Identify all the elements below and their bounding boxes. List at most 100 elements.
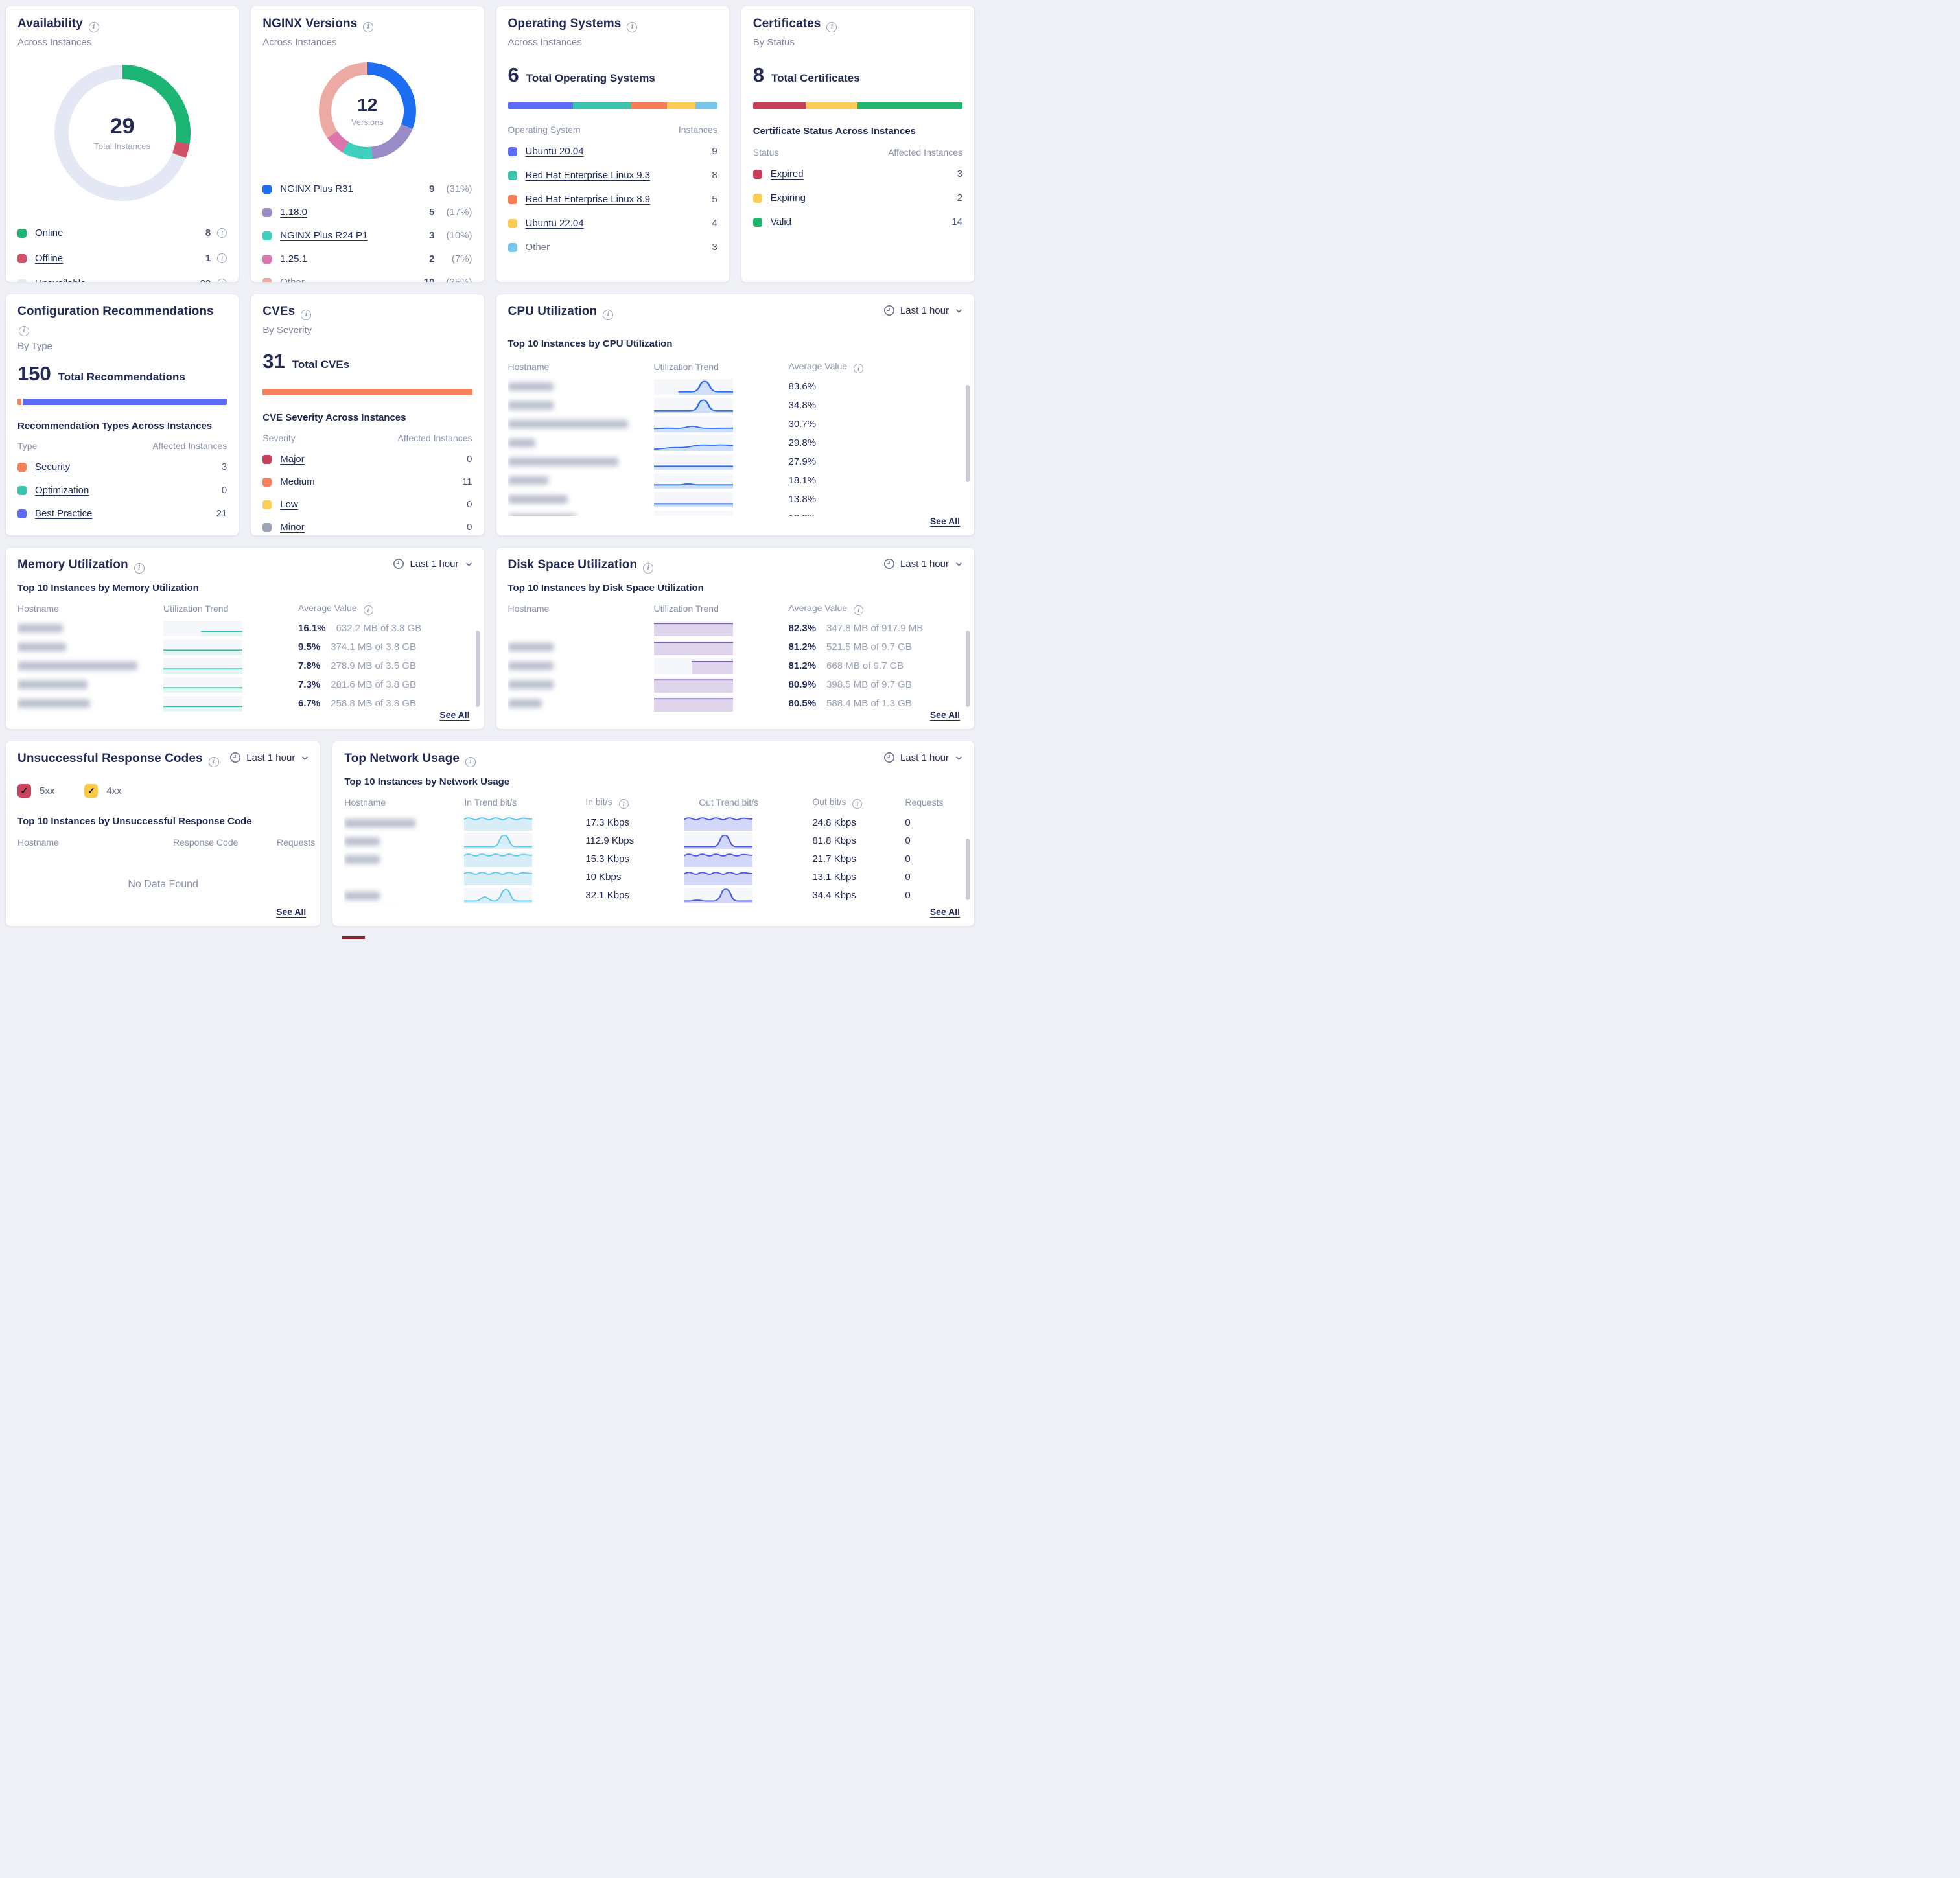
info-icon[interactable]: i <box>618 799 629 809</box>
info-icon[interactable]: i <box>217 253 228 263</box>
trend-sparkline <box>464 888 533 903</box>
legend-label-link[interactable]: Optimization <box>35 485 89 496</box>
value-detail: 588.4 MB of 1.3 GB <box>826 697 912 709</box>
hostname-redacted <box>508 476 648 485</box>
info-icon[interactable]: i <box>854 364 864 373</box>
legend-label-link[interactable]: Red Hat Enterprise Linux 8.9 <box>525 194 651 205</box>
legend-value: 8 <box>712 170 718 181</box>
time-range-dropdown[interactable]: Last 1 hour <box>393 558 472 570</box>
trend-sparkline <box>464 870 533 885</box>
legend-label-link[interactable]: 1.18.0 <box>280 207 307 218</box>
scrollbar-thumb[interactable] <box>475 631 480 707</box>
time-range-dropdown[interactable]: Last 1 hour <box>883 558 962 570</box>
legend-label-link[interactable]: Minor <box>280 522 305 533</box>
value-detail: 632.2 MB of 3.8 GB <box>336 622 422 634</box>
chevron-down-icon <box>302 756 309 760</box>
legend-label-link[interactable]: NGINX Plus R24 P1 <box>280 230 368 241</box>
legend-percent: (10%) <box>446 230 472 241</box>
info-icon[interactable]: i <box>363 605 373 615</box>
see-all-link[interactable]: See All <box>439 710 470 720</box>
info-icon[interactable]: i <box>217 228 228 238</box>
dashboard-grid: Availability i Across Instances 29 Total … <box>0 0 980 933</box>
scrollbar-thumb[interactable] <box>966 385 970 482</box>
legend-label-link[interactable]: Ubuntu 20.04 <box>525 146 584 157</box>
legend-label-link[interactable]: Medium <box>280 476 315 487</box>
scrollbar-thumb[interactable] <box>966 839 970 900</box>
legend-label-link[interactable]: Security <box>35 461 71 472</box>
legend-row: Best Practice 21 <box>18 506 227 522</box>
legend-swatch <box>752 169 762 179</box>
value-detail: 258.8 MB of 3.8 GB <box>331 697 416 709</box>
legend-label-link[interactable]: Best Practice <box>35 508 93 519</box>
info-icon[interactable]: i <box>134 562 145 574</box>
trend-sparkline <box>653 416 733 432</box>
trend-sparkline <box>653 454 733 470</box>
legend-label-link[interactable]: Expired <box>770 168 804 180</box>
trend-sparkline <box>653 510 733 516</box>
os-stacked-bar <box>508 102 718 109</box>
legend-percent: (7%) <box>451 253 472 264</box>
legend-label-link[interactable]: Online <box>35 227 64 238</box>
legend-label-link[interactable]: Ubuntu 22.04 <box>525 218 584 229</box>
info-icon[interactable]: i <box>643 562 654 574</box>
legend-label-link[interactable]: Expiring <box>770 192 806 203</box>
legend-row: Ubuntu 20.04 9 <box>508 144 718 159</box>
card-certificates: Certificates i By Status 8 Total Certific… <box>740 6 975 283</box>
legend-label-link[interactable]: Offline <box>35 253 64 264</box>
average-value: 7.3% <box>298 678 321 690</box>
total-certificates: 8 <box>752 63 764 86</box>
info-icon[interactable]: i <box>208 756 219 767</box>
time-range-dropdown[interactable]: Last 1 hour <box>229 752 309 763</box>
chevron-down-icon <box>956 562 962 566</box>
checkbox[interactable]: ✓ <box>84 783 99 798</box>
legend-label-link[interactable]: Major <box>280 454 305 465</box>
scrollbar-thumb[interactable] <box>966 631 970 707</box>
trend-sparkline <box>163 695 242 712</box>
card-title: Disk Space Utilization <box>508 558 638 572</box>
info-icon[interactable]: i <box>465 756 476 767</box>
legend-swatch <box>18 279 27 282</box>
trend-sparkline <box>684 815 753 831</box>
info-icon[interactable]: i <box>19 325 29 336</box>
legend-swatch <box>262 254 272 264</box>
legend-value: 1 <box>205 253 211 264</box>
legend-label-link[interactable]: Red Hat Enterprise Linux 9.3 <box>525 170 651 181</box>
legend-label-link[interactable]: Low <box>280 499 298 510</box>
legend-label-link[interactable]: 1.25.1 <box>280 253 307 264</box>
hostname-redacted <box>344 855 464 864</box>
see-all-link[interactable]: See All <box>929 907 960 917</box>
card-availability: Availability i Across Instances 29 Total … <box>5 6 240 283</box>
legend-row: Optimization 0 <box>18 483 227 498</box>
info-icon[interactable]: i <box>852 799 863 809</box>
see-all-link[interactable]: See All <box>929 710 960 720</box>
legend-label-link[interactable]: NGINX Plus R31 <box>280 183 353 194</box>
info-icon[interactable]: i <box>88 21 99 32</box>
info-icon[interactable]: i <box>217 279 228 282</box>
legend-row: Major 0 <box>262 452 472 467</box>
table-row: 81.2% 521.5 MB of 9.7 GB <box>508 638 963 656</box>
legend-row: Valid 14 <box>752 214 962 230</box>
see-all-link[interactable]: See All <box>929 516 960 526</box>
column-header: Requests <box>277 837 316 848</box>
legend-percent: (17%) <box>446 207 472 218</box>
info-icon[interactable]: i <box>826 21 837 32</box>
time-range-dropdown[interactable]: Last 1 hour <box>883 305 962 316</box>
info-icon[interactable]: i <box>627 21 638 32</box>
info-icon[interactable]: i <box>603 309 614 320</box>
table-row: 7.3% 281.6 MB of 3.8 GB <box>18 675 472 694</box>
average-value: 7.8% <box>298 660 321 671</box>
info-icon[interactable]: i <box>854 605 864 615</box>
legend-row: Other 3 <box>508 240 718 255</box>
see-all-link[interactable]: See All <box>276 907 307 917</box>
table-row: 29.8% <box>508 434 963 452</box>
trend-sparkline <box>163 658 242 674</box>
legend-label-link[interactable]: Unavailable <box>35 278 86 282</box>
legend-label-link[interactable]: Valid <box>770 216 791 227</box>
average-value: 80.9% <box>788 678 817 690</box>
info-icon[interactable]: i <box>363 21 374 32</box>
trend-sparkline <box>653 695 733 712</box>
average-value: 81.2% <box>788 641 817 653</box>
time-range-dropdown[interactable]: Last 1 hour <box>883 752 962 763</box>
checkbox[interactable]: ✓ <box>18 783 31 798</box>
info-icon[interactable]: i <box>301 309 312 320</box>
